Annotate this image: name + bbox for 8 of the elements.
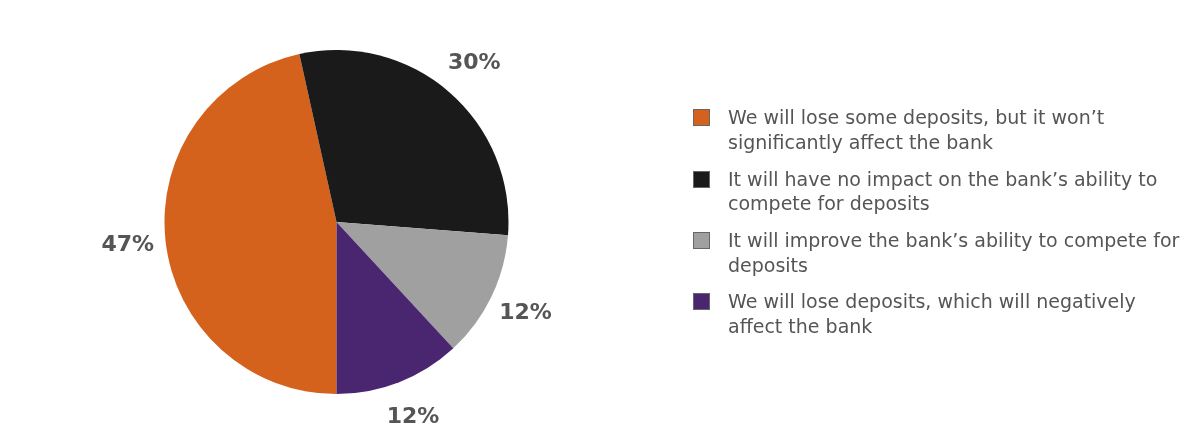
legend-label: We will lose deposits, which will negatively affect the bank xyxy=(728,289,1137,339)
data-label: 12% xyxy=(386,403,440,429)
data-label: 30% xyxy=(447,49,501,75)
legend-label: We will lose some deposits, but it won’t significantly affect the bank xyxy=(728,105,1106,155)
legend-label: It will have no impact on the bank’s ability to compete for deposits xyxy=(728,166,1159,216)
data-label: 47% xyxy=(101,230,155,256)
data-label: 12% xyxy=(499,299,552,325)
legend-label: It will improve the bank’s ability to compete for deposits xyxy=(728,228,1181,278)
